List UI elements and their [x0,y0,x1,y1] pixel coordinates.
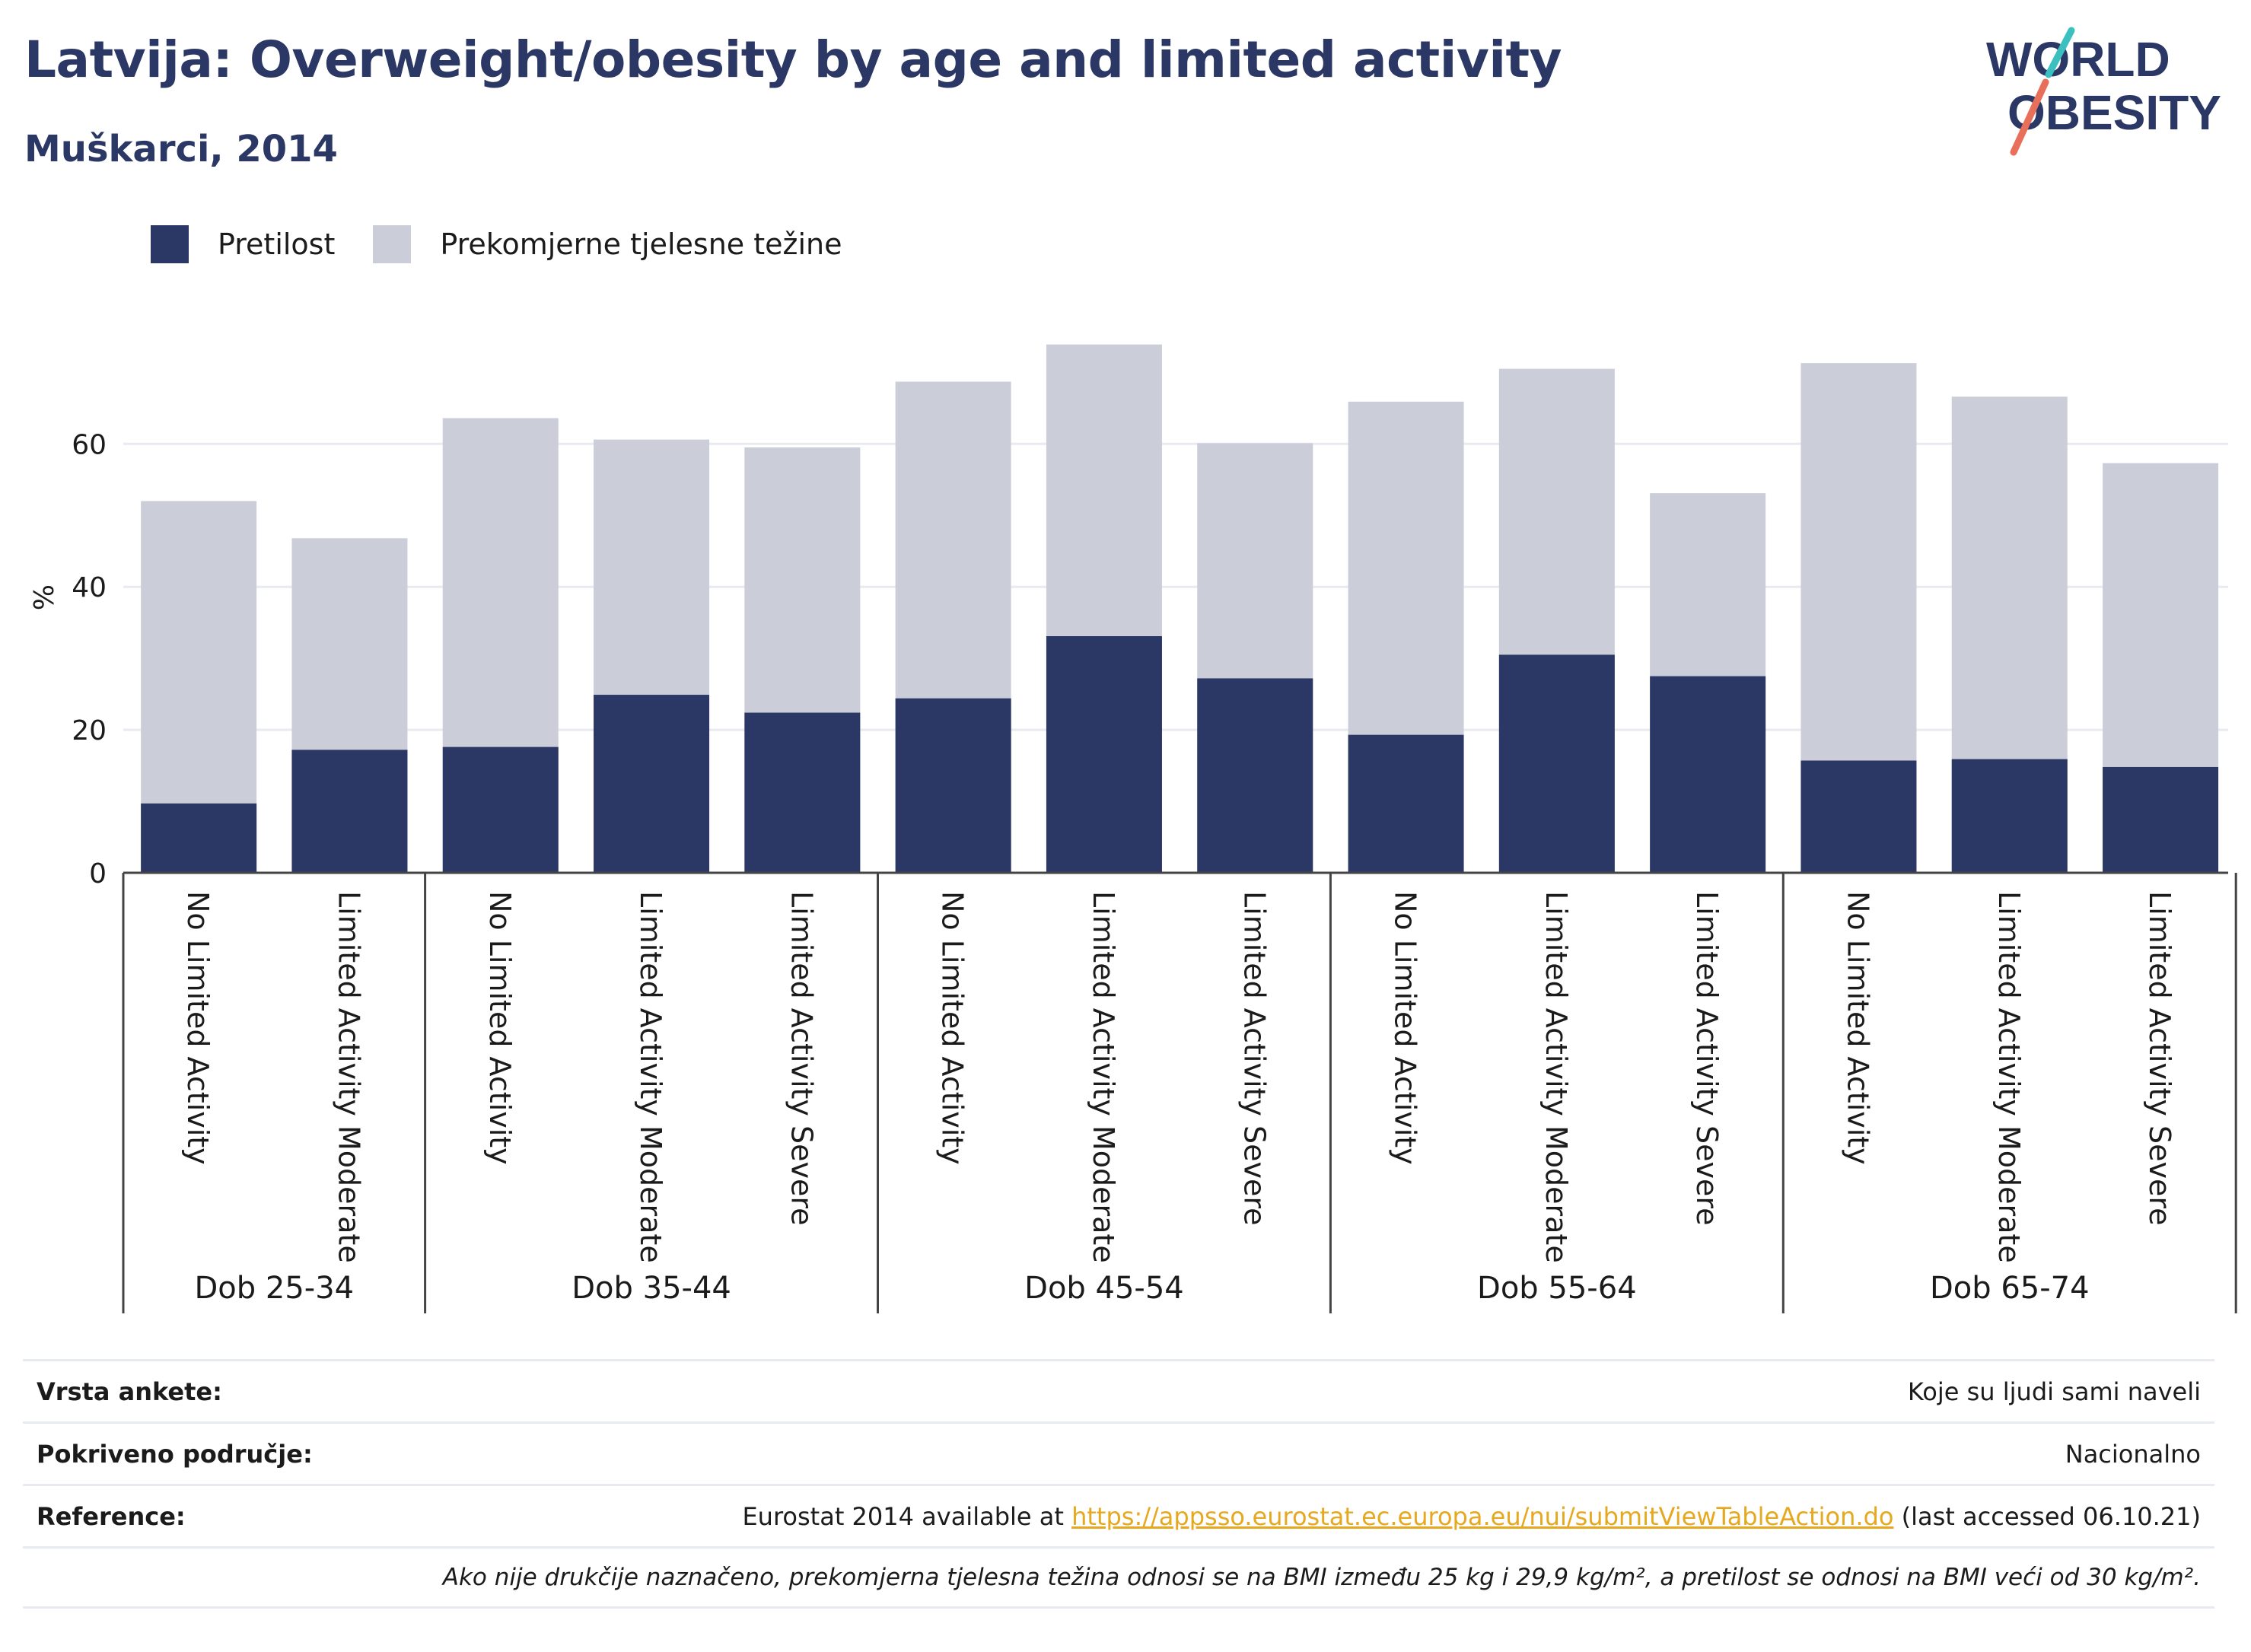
footer-row-survey: Vrsta ankete: Koje su ljudi sami naveli [23,1359,2214,1421]
x-category-label: Limited Activity Severe [1690,891,1724,1226]
y-axis-label: % [29,584,60,610]
survey-type-label: Vrsta ankete: [37,1377,222,1406]
x-category-label: Limited Activity Moderate [332,891,365,1263]
world-obesity-logo: WORLD OBESITY [1986,27,2221,156]
bar-obesity [1800,760,1917,873]
legend-label-overweight: Prekomjerne tjelesne težine [440,228,842,261]
bar-chart: 0 20 40 60% No Limited Activity Limited Activ… [29,344,2237,1313]
x-category-label: Limited Activity Moderate [634,891,667,1263]
x-category-label: Limited Activity Severe [785,891,818,1226]
reference-label: Reference: [37,1501,186,1531]
y-tick-label: 0 [89,858,107,890]
bar-obesity [1498,654,1615,873]
chart-footer: Vrsta ankete: Koje su ljudi sami naveli … [23,1359,2214,1609]
chart-legend: Pretilost Prekomjerne tjelesne težine [151,225,880,263]
x-category-label: No Limited Activity [483,891,517,1165]
definition-note: Ako nije drukčije naznačeno, prekomjerna… [442,1564,2201,1591]
x-group-label: Dob 35-44 [572,1271,731,1306]
logo-line1: WORLD [1986,32,2170,87]
bar-obesity [442,746,559,873]
x-category-label: Limited Activity Moderate [1087,891,1120,1263]
x-category-label: Limited Activity Moderate [1992,891,2026,1263]
x-group-label: Dob 25-34 [194,1271,354,1306]
coverage-label: Pokriveno područje: [37,1439,313,1469]
y-tick-label: 20 [72,715,107,746]
logo-accent-teal [2045,27,2075,78]
x-category-label: No Limited Activity [936,891,969,1165]
legend-swatch-obesity [151,225,189,263]
bar-obesity [1348,734,1464,873]
bar-obesity [1951,759,2068,873]
x-group-label: Dob 45-54 [1024,1271,1184,1306]
x-group-label: Dob 65-74 [1930,1271,2090,1306]
chart-title: Latvija: Overweight/obesity by age and l… [24,30,1562,89]
coverage-value: Nacionalno [2065,1439,2201,1469]
legend-swatch-overweight [373,225,412,263]
x-category-label: No Limited Activity [1841,891,1874,1165]
x-category-label: Limited Activity Severe [1237,891,1271,1226]
bar-obesity [1197,678,1313,873]
bar-obesity [1650,676,1766,873]
x-category-label: Limited Activity Moderate [1539,891,1573,1263]
x-category-label: Limited Activity Severe [2143,891,2176,1226]
bar-obesity [895,698,1011,873]
x-category-label: No Limited Activity [1389,891,1422,1165]
bar-obesity [291,750,408,873]
footer-row-coverage: Pokriveno područje: Nacionalno [23,1421,2214,1484]
bar-obesity [1046,636,1162,873]
reference-prefix: Eurostat 2014 available at [742,1501,1072,1531]
bar-obesity [744,712,861,873]
x-category-label: No Limited Activity [181,891,215,1165]
legend-item-overweight[interactable]: Prekomjerne tjelesne težine [373,225,842,263]
footer-row-note: Ako nije drukčije naznačeno, prekomjerna… [23,1546,2214,1609]
survey-type-value: Koje su ljudi sami naveli [1907,1377,2201,1406]
bar-obesity [2103,766,2219,873]
x-group-label: Dob 55-64 [1477,1271,1637,1306]
footer-row-reference: Reference: Eurostat 2014 available at ht… [23,1484,2214,1546]
chart-subtitle: Muškarci, 2014 [24,128,338,170]
legend-item-obesity[interactable]: Pretilost [151,225,335,263]
reference-link[interactable]: https://appsso.eurostat.ec.europa.eu/nui… [1071,1501,1894,1531]
legend-label-obesity: Pretilost [218,228,336,261]
bar-obesity [594,695,710,873]
logo-accent-coral [2010,78,2049,156]
y-tick-label: 60 [72,429,107,460]
reference-suffix: (last accessed 06.10.21) [1893,1501,2201,1531]
y-tick-label: 40 [72,572,107,603]
bar-obesity [141,803,257,873]
reference-value: Eurostat 2014 available at https://appss… [742,1502,2201,1531]
